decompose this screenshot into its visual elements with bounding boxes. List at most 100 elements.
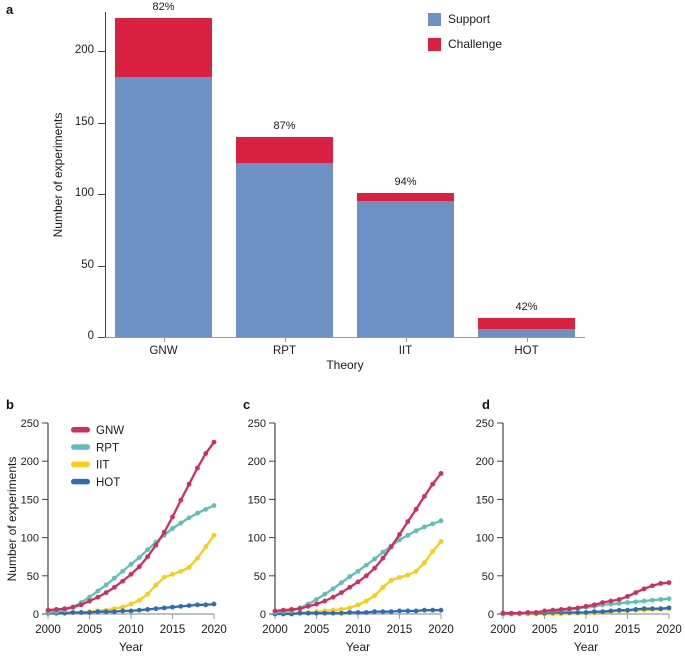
- data-point-iit: [178, 568, 184, 574]
- data-point-hot: [339, 610, 344, 616]
- y-tick-label: 0: [87, 330, 94, 342]
- data-point-gnw: [203, 451, 209, 456]
- bar-percent-label: 82%: [152, 1, 175, 14]
- data-point-gnw: [355, 579, 361, 585]
- data-point-gnw: [322, 598, 328, 604]
- data-point-gnw: [388, 544, 394, 550]
- legend-swatch-iit-icon: [71, 461, 90, 468]
- data-point-rpt: [397, 537, 402, 543]
- bar-segment-support: [115, 76, 212, 337]
- panel-a-legend: Support Challenge: [428, 12, 502, 62]
- data-point-rpt: [128, 561, 134, 567]
- y-tick-label: 200: [248, 456, 266, 468]
- data-point-gnw: [633, 590, 639, 596]
- bar-segment-challenge: [357, 192, 454, 202]
- data-point-rpt: [195, 510, 200, 516]
- x-category-label: GNW: [149, 345, 178, 357]
- data-point-rpt: [413, 528, 419, 534]
- data-point-gnw: [625, 594, 630, 599]
- data-point-gnw: [136, 564, 142, 570]
- x-tick-label: 2005: [304, 624, 330, 636]
- bar-percent-label: 94%: [394, 175, 417, 188]
- data-point-rpt: [616, 600, 622, 606]
- data-point-iit: [397, 574, 402, 580]
- data-point-gnw: [508, 610, 514, 616]
- y-tick-label: 150: [248, 494, 266, 506]
- y-tick-label: 250: [21, 418, 39, 430]
- x-axis-title: Year: [119, 640, 143, 654]
- panel-a-bar-chart: 0 50 100 150 200 82% GNW 87% RPT 94% IIT 42% HOT: [75, 1, 585, 357]
- legend-swatch-hot-icon: [71, 478, 90, 485]
- data-point-iit: [422, 560, 427, 566]
- panel-label-b: b: [6, 397, 14, 412]
- data-point-hot: [575, 610, 581, 615]
- data-point-hot: [178, 603, 184, 609]
- x-tick-label: 2020: [201, 624, 227, 636]
- y-tick: [98, 265, 105, 267]
- bar-percent-label: 42%: [515, 301, 538, 314]
- data-point-gnw: [211, 439, 217, 445]
- data-point-hot: [397, 608, 402, 614]
- x-tick-label: 2020: [656, 624, 682, 636]
- y-tick-label: 100: [476, 533, 494, 545]
- legend-label-rpt: RPT: [96, 442, 119, 454]
- data-point-gnw: [305, 603, 311, 609]
- data-point-rpt: [339, 580, 344, 586]
- data-point-gnw: [280, 607, 286, 613]
- x-tick-label: 2020: [428, 624, 454, 636]
- panel-c-line-chart: 0 50 100 150 200 250 2000 2005 2010 2015 2020 Year: [248, 418, 454, 654]
- data-point-iit: [186, 564, 192, 570]
- data-point-rpt: [203, 506, 209, 512]
- data-point-gnw: [542, 608, 547, 614]
- x-tick: [405, 337, 407, 342]
- data-point-iit: [355, 602, 361, 608]
- data-point-hot: [112, 609, 117, 615]
- data-point-iit: [388, 577, 394, 583]
- data-point-gnw: [641, 586, 647, 592]
- series-line-gnw: [46, 440, 216, 612]
- data-point-gnw: [347, 584, 353, 590]
- bar-segment-support: [236, 162, 333, 337]
- data-point-gnw: [616, 597, 622, 602]
- data-point-gnw: [120, 578, 126, 584]
- y-tick-label: 200: [21, 456, 39, 468]
- data-point-hot: [87, 610, 92, 615]
- legend-label-gnw: GNW: [96, 425, 124, 437]
- data-point-rpt: [355, 568, 361, 574]
- data-point-rpt: [641, 598, 647, 604]
- y-tick-label: 50: [81, 258, 94, 271]
- data-point-gnw: [70, 604, 76, 610]
- legend-label-support: Support: [448, 12, 491, 26]
- data-point-hot: [347, 610, 353, 615]
- data-point-hot: [161, 605, 167, 611]
- data-point-hot: [314, 610, 319, 616]
- x-tick-label: 2005: [77, 624, 103, 636]
- data-point-hot: [413, 608, 419, 614]
- data-point-rpt: [103, 582, 109, 588]
- panel-d-line-chart: 0 50 100 150 200 250 2000 2005 2010 2015 2020 Year: [476, 418, 682, 654]
- data-point-hot: [616, 607, 622, 613]
- data-point-hot: [211, 601, 217, 607]
- data-point-gnw: [153, 542, 159, 548]
- y-tick: [98, 194, 105, 195]
- data-point-iit: [128, 601, 134, 607]
- data-point-hot: [95, 609, 101, 615]
- y-tick-label: 100: [21, 533, 39, 545]
- data-point-hot: [145, 607, 151, 612]
- data-point-hot: [666, 605, 672, 611]
- x-tick-label: 2000: [490, 624, 516, 636]
- data-point-gnw: [95, 594, 101, 600]
- data-point-rpt: [178, 520, 184, 526]
- x-axis-title: Year: [346, 640, 370, 654]
- data-point-gnw: [195, 465, 200, 471]
- data-point-hot: [103, 609, 109, 615]
- data-point-gnw: [87, 598, 92, 604]
- data-point-hot: [203, 602, 209, 608]
- data-point-rpt: [422, 524, 427, 530]
- data-point-gnw: [550, 607, 556, 613]
- data-point-iit: [203, 544, 209, 550]
- data-point-rpt: [666, 596, 672, 602]
- y-tick: [98, 337, 105, 338]
- series-line-iit: [273, 540, 443, 615]
- data-point-rpt: [625, 600, 630, 605]
